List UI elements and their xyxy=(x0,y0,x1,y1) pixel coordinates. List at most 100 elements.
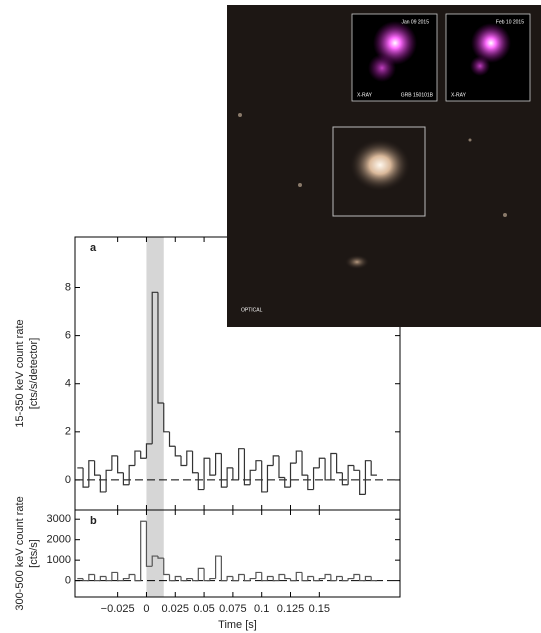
step xyxy=(239,449,245,480)
step xyxy=(227,468,233,487)
step xyxy=(118,456,124,473)
x-tick-label: 0.125 xyxy=(277,603,305,615)
step xyxy=(331,574,337,580)
date-label: Jan 09 2015 xyxy=(401,19,429,25)
step xyxy=(210,458,216,475)
step xyxy=(233,577,239,581)
galaxy-blob xyxy=(345,255,369,269)
step xyxy=(262,461,268,492)
step xyxy=(314,577,320,581)
step xyxy=(129,466,135,485)
step xyxy=(267,466,273,492)
star xyxy=(469,139,472,142)
step xyxy=(291,579,297,581)
step xyxy=(129,574,135,578)
y-axis-label: [cts/s/detector] xyxy=(28,338,40,410)
y-axis-label: [cts/s] xyxy=(28,539,40,568)
highlight-span xyxy=(146,237,163,510)
y-axis-label: 300-500 keV count rate xyxy=(14,496,26,610)
step xyxy=(118,572,124,580)
step xyxy=(112,572,118,580)
step xyxy=(100,577,106,581)
step xyxy=(308,475,314,489)
step xyxy=(354,574,360,578)
star xyxy=(503,213,507,217)
step xyxy=(106,577,112,581)
date-label: Feb 10 2015 xyxy=(496,19,524,25)
step xyxy=(141,451,147,458)
step xyxy=(342,473,348,485)
step xyxy=(354,466,360,471)
step xyxy=(198,568,204,580)
step xyxy=(302,572,308,580)
y-tick-label: 6 xyxy=(65,330,71,342)
step xyxy=(371,461,377,475)
grb-label: GRB 150101B xyxy=(401,92,434,98)
step xyxy=(164,403,170,432)
step xyxy=(244,449,250,485)
step xyxy=(285,478,291,488)
optical-image: Jan 09 2015 X-RAY GRB 150101B Feb 10 201… xyxy=(227,5,541,327)
step xyxy=(123,473,129,485)
host-galaxy xyxy=(350,139,410,191)
optical-label: OPTICAL xyxy=(241,307,263,313)
step xyxy=(331,453,337,479)
xray-source xyxy=(470,56,490,76)
y-tick-label: 1000 xyxy=(47,554,71,566)
step xyxy=(216,556,222,579)
step xyxy=(308,577,314,581)
step xyxy=(296,451,302,463)
step xyxy=(296,572,302,580)
y-axis-label: 15-350 keV count rate xyxy=(14,319,26,427)
step xyxy=(233,468,239,480)
step xyxy=(193,579,199,581)
step xyxy=(95,461,101,475)
step xyxy=(112,456,118,470)
x-tick-label: 0 xyxy=(143,603,149,615)
step xyxy=(244,574,250,580)
step xyxy=(325,458,331,480)
star xyxy=(298,183,302,187)
step xyxy=(273,456,279,466)
step xyxy=(337,453,343,472)
y-tick-label: 8 xyxy=(65,281,71,293)
step xyxy=(106,470,112,492)
step xyxy=(95,574,101,580)
band-label: X-RAY xyxy=(357,92,373,98)
step xyxy=(273,577,279,581)
step xyxy=(325,574,331,578)
step xyxy=(279,574,285,580)
step xyxy=(291,463,297,487)
step xyxy=(267,577,273,581)
step xyxy=(337,577,343,581)
y-tick-label: 0 xyxy=(65,474,71,486)
step xyxy=(216,453,222,475)
highlight-span xyxy=(146,510,163,597)
x-tick-label: 0.15 xyxy=(309,603,330,615)
step xyxy=(181,456,187,466)
x-tick-label: 0.075 xyxy=(219,603,247,615)
step xyxy=(89,461,95,487)
step xyxy=(285,574,291,578)
star xyxy=(238,113,242,117)
x-tick-label: 0.05 xyxy=(193,603,214,615)
step xyxy=(100,475,106,492)
step xyxy=(221,556,227,581)
step xyxy=(279,456,285,478)
step xyxy=(193,451,199,473)
step xyxy=(319,458,325,468)
xray-source xyxy=(368,54,396,82)
y-tick-label: 4 xyxy=(65,378,71,390)
step xyxy=(342,577,348,581)
step xyxy=(83,579,89,581)
step xyxy=(175,446,181,456)
band-label: X-RAY xyxy=(451,92,467,98)
step xyxy=(187,451,193,465)
step xyxy=(135,574,141,580)
step xyxy=(198,473,204,490)
y-tick-label: 2 xyxy=(65,426,71,438)
panel-label: a xyxy=(90,242,97,254)
panel-label: b xyxy=(90,515,97,527)
step xyxy=(204,458,210,489)
x-tick-label: 0.025 xyxy=(162,603,190,615)
